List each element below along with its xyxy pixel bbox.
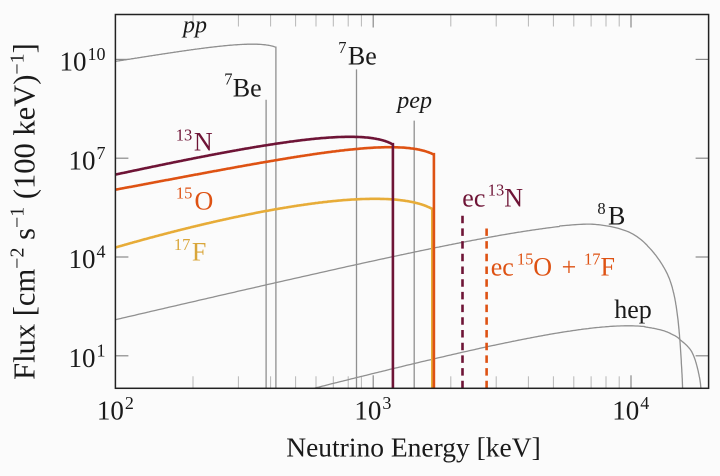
svg-text:17: 17 bbox=[174, 235, 191, 254]
svg-text:pep: pep bbox=[395, 88, 432, 114]
svg-text:O: O bbox=[533, 253, 552, 282]
svg-text:B: B bbox=[608, 202, 625, 231]
svg-text:O: O bbox=[195, 187, 214, 216]
svg-text:10: 10 bbox=[69, 145, 96, 175]
svg-text:10: 10 bbox=[612, 396, 639, 426]
svg-text:N: N bbox=[504, 184, 523, 213]
svg-text:Be: Be bbox=[348, 41, 377, 70]
svg-text:10: 10 bbox=[69, 244, 96, 274]
svg-text:13: 13 bbox=[176, 126, 193, 145]
svg-text:15: 15 bbox=[517, 249, 534, 268]
svg-text:8: 8 bbox=[597, 199, 605, 218]
svg-text:pp: pp bbox=[181, 12, 207, 38]
svg-text:4: 4 bbox=[97, 242, 106, 262]
svg-text:Be: Be bbox=[233, 74, 262, 103]
svg-text:13: 13 bbox=[488, 181, 505, 200]
svg-text:hep: hep bbox=[614, 295, 652, 324]
svg-text:7: 7 bbox=[97, 143, 106, 163]
svg-text:10: 10 bbox=[69, 343, 96, 373]
svg-text:ec: ec bbox=[462, 184, 485, 213]
svg-text:2: 2 bbox=[125, 393, 134, 413]
svg-text:3: 3 bbox=[382, 393, 391, 413]
svg-text:7: 7 bbox=[224, 70, 232, 89]
svg-text:+: + bbox=[562, 253, 577, 282]
svg-text:F: F bbox=[192, 238, 206, 267]
svg-text:10: 10 bbox=[354, 396, 381, 426]
svg-text:Neutrino Energy [keV]: Neutrino Energy [keV] bbox=[286, 432, 541, 463]
svg-text:1: 1 bbox=[97, 341, 106, 361]
svg-text:ec: ec bbox=[491, 253, 514, 282]
svg-text:17: 17 bbox=[584, 249, 601, 268]
svg-text:4: 4 bbox=[640, 393, 649, 413]
svg-text:10: 10 bbox=[88, 44, 106, 64]
svg-text:10: 10 bbox=[97, 396, 124, 426]
svg-text:N: N bbox=[194, 128, 213, 157]
svg-text:10: 10 bbox=[60, 47, 87, 77]
svg-text:7: 7 bbox=[338, 38, 346, 57]
svg-text:F: F bbox=[601, 253, 615, 282]
svg-text:15: 15 bbox=[176, 183, 193, 202]
